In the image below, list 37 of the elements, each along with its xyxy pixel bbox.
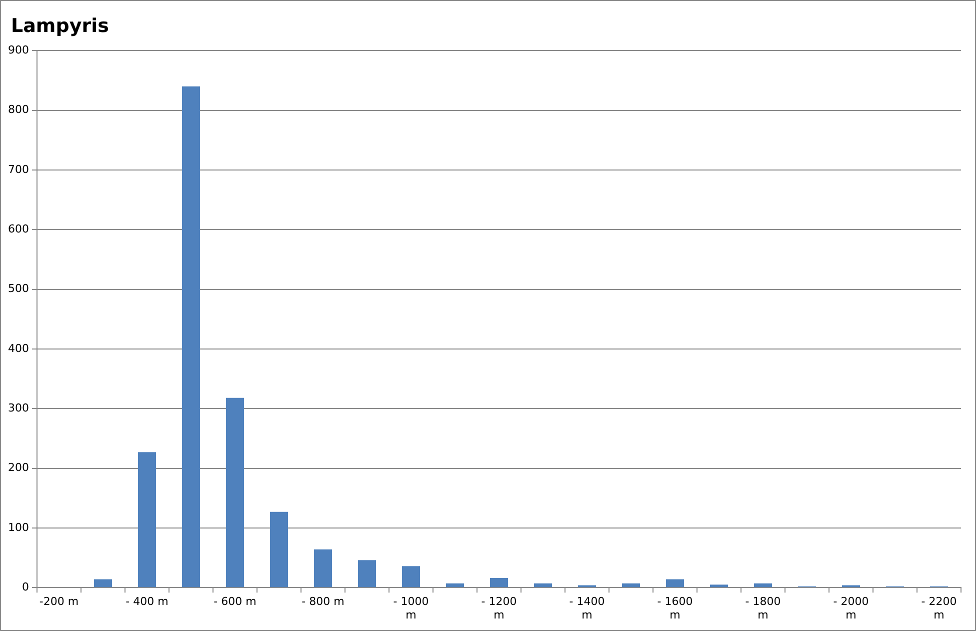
y-tick-label: 400 — [8, 342, 29, 355]
bar — [666, 579, 684, 588]
bar — [754, 583, 772, 588]
bar — [94, 579, 112, 588]
y-tick-label: 700 — [8, 162, 29, 176]
y-tick-label: 100 — [8, 520, 29, 534]
y-tick-label: 600 — [8, 222, 29, 236]
x-tick-label: - 600 m — [214, 595, 256, 608]
bar — [226, 398, 244, 588]
bar — [182, 86, 200, 588]
bar — [358, 560, 376, 588]
chart-title: Lampyris — [11, 15, 109, 37]
x-tick-label: - 2200 m — [921, 595, 957, 622]
bar — [710, 584, 728, 588]
bar — [622, 583, 640, 588]
x-tick-label: - 400 m — [126, 595, 168, 608]
x-tick-label: - 1000 m — [393, 595, 429, 622]
bar — [314, 549, 332, 588]
y-tick-label: 900 — [8, 43, 29, 56]
x-tick-label: - 1400 m — [569, 595, 605, 622]
x-tick-label: -200 m — [39, 595, 79, 608]
bar — [446, 583, 464, 588]
x-tick-label: - 1200 m — [481, 595, 517, 622]
x-tick-label: - 2000 m — [833, 595, 869, 622]
x-tick-label: - 1800 m — [745, 595, 781, 622]
bar — [270, 512, 288, 588]
y-tick-label: 0 — [22, 580, 29, 594]
x-tick-label: - 1600 m — [657, 595, 693, 622]
bar — [402, 566, 420, 588]
y-tick-label: 300 — [8, 401, 29, 414]
y-tick-label: 500 — [8, 282, 29, 296]
y-tick-label: 800 — [8, 103, 29, 116]
bar — [138, 452, 156, 588]
bar — [490, 578, 508, 588]
x-tick-label: - 800 m — [302, 595, 344, 608]
bar — [534, 583, 552, 588]
y-tick-label: 200 — [8, 461, 29, 474]
